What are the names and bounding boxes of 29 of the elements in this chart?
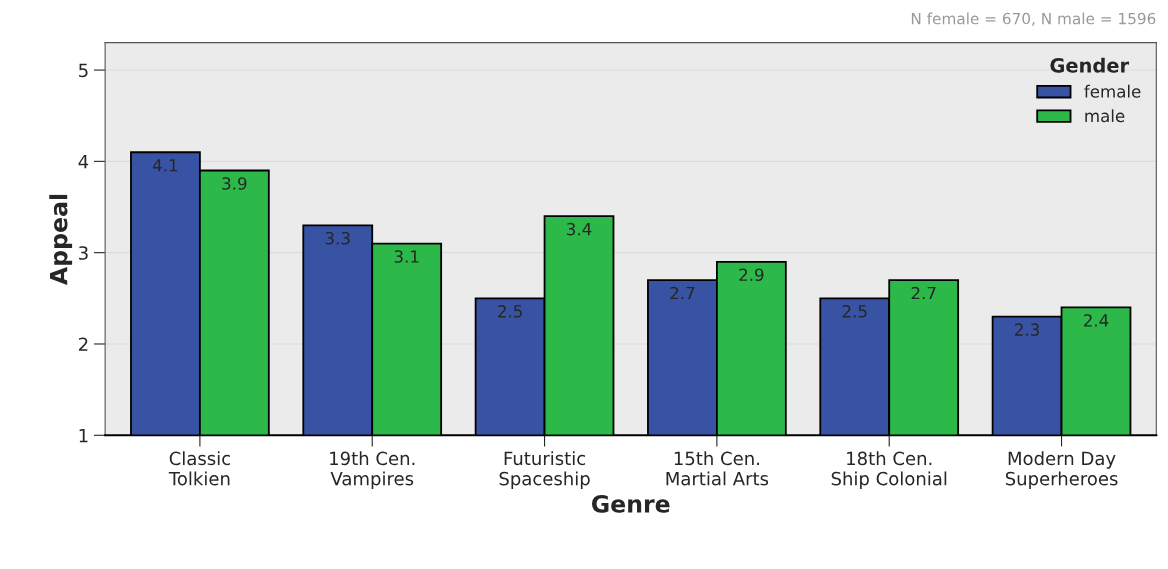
text: N female = 670, N male = 1596 [911,12,1156,26]
data-label: 2.9 [739,268,764,282]
y-axis-title: Appeal [49,194,73,285]
x-tick-label: Futuristic Spaceship [499,451,590,489]
data-label: 3.1 [394,250,419,263]
y-tick-label: 2 [78,337,88,351]
legend-label: female [1084,84,1141,98]
x-tick-label: 18th Cen. Ship Colonial [831,451,947,489]
x-tick-label: 19th Cen. Vampires [330,451,415,489]
data-label: 2.5 [498,305,522,318]
data-label: 3.9 [222,177,247,190]
data-label: 3.3 [325,231,350,245]
legend-title: Gender [1050,57,1130,73]
y-tick-label: 3 [79,246,88,260]
data-label: 2.3 [1015,323,1039,336]
x-tick-label: 15th Cen. Martial Arts [666,451,769,486]
data-label: 2.7 [911,286,936,300]
legend-label: male [1085,109,1125,123]
data-label: 2.7 [670,286,695,300]
data-label: 3.4 [567,222,592,236]
x-tick-label: Modern Day Superheroes [1005,451,1118,489]
data-label: 4.1 [153,159,178,172]
y-tick-label: 1 [79,428,88,443]
data-label: 2.4 [1083,314,1109,327]
y-tick-label: 4 [78,155,89,169]
y-tick-label: 5 [79,63,88,78]
x-tick-label: Classic Tolkien [168,451,230,486]
data-label: 2.5 [842,305,867,318]
x-axis-title: Genre [591,494,670,513]
